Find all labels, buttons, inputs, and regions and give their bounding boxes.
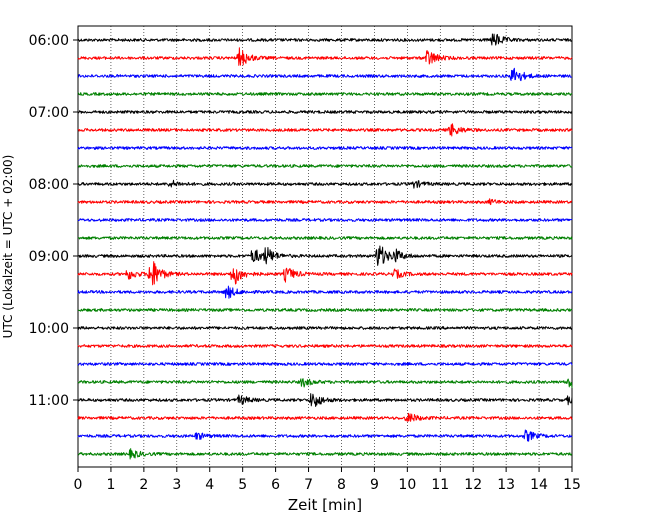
x-tick-label: 12 [464,477,482,493]
seismic-trace [77,285,573,299]
x-tick-label: 4 [205,477,214,493]
seismic-trace [77,261,573,286]
x-tick-label: 3 [172,477,181,493]
seismic-trace [77,179,573,189]
x-tick-label: 7 [304,477,313,493]
seismic-traces [77,33,573,460]
seismic-trace [77,429,573,442]
x-tick-label: 2 [139,477,148,493]
y-tick-label: 09:00 [29,249,69,265]
seismic-trace [77,146,573,150]
seismic-trace [77,92,573,96]
seismic-trace [77,164,573,168]
x-tick-label: 11 [431,477,449,493]
y-tick-label: 06:00 [29,33,69,49]
seismic-trace [77,412,573,422]
y-axis-label: UTC (Lokalzeit = UTC + 02:00) [1,155,15,339]
seismic-trace [77,245,573,266]
seismic-trace [77,344,573,348]
seismic-trace [77,326,573,330]
seismic-trace [77,448,573,460]
seismic-trace [77,123,573,137]
x-tick-label: 13 [497,477,515,493]
plot-frame [77,25,573,468]
x-tick-label: 8 [337,477,346,493]
seismic-trace [77,308,573,312]
x-tick-label: 1 [106,477,115,493]
x-tick-label: 6 [271,477,280,493]
seismic-trace [77,110,573,114]
x-tick-label: 5 [238,477,247,493]
x-tick-label: 0 [74,477,83,493]
x-axis-label: Zeit [min] [288,496,362,514]
y-tick-label: 08:00 [29,177,69,193]
seismic-trace [77,198,573,206]
y-tick-label: 11:00 [29,393,69,409]
seismic-trace [77,236,573,240]
y-tick-label: 10:00 [29,321,69,337]
y-tick-label: 07:00 [29,105,69,121]
seismic-trace [77,362,573,366]
seismic-trace [77,393,573,407]
x-tick-label: 9 [370,477,379,493]
seismic-trace [77,218,573,222]
x-axis-ticks: 0 1 2 3 4 5 6 7 8 9 10 11 12 13 14 15 [74,467,581,493]
x-tick-label: 10 [398,477,416,493]
x-tick-label: 14 [530,477,548,493]
x-tick-label: 15 [563,477,581,493]
seismic-trace [77,378,573,389]
y-axis-ticks: 06:00 07:00 08:00 09:00 10:00 11:00 [29,33,78,409]
seismic-trace [77,33,573,46]
seismic-trace [77,47,573,66]
seismic-trace [77,67,573,82]
